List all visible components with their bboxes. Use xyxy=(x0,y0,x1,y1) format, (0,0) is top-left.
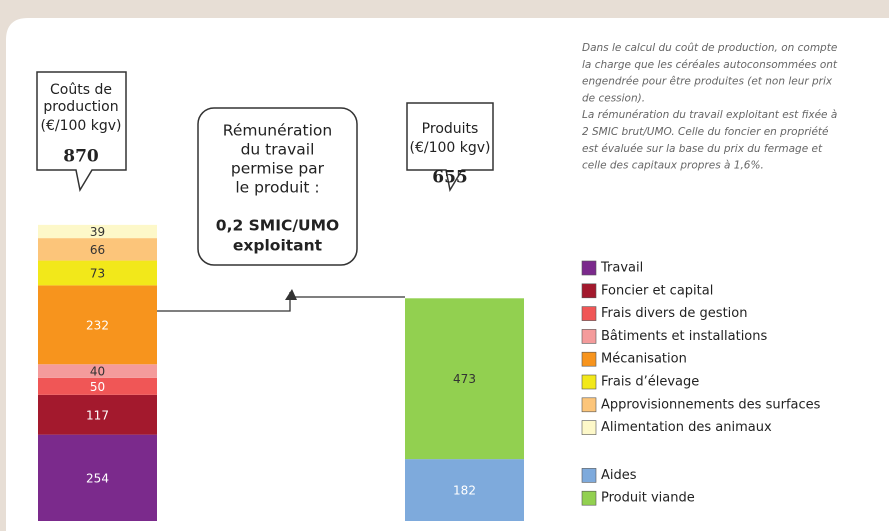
legend-swatch xyxy=(581,260,597,276)
legend-label: Bâtiments et installations xyxy=(601,329,768,344)
legend-label: Alimentation des animaux xyxy=(601,420,772,435)
bar-segment xyxy=(405,459,524,521)
callout-total: 655 xyxy=(432,168,468,188)
bar-segment xyxy=(38,224,157,239)
legend-swatch xyxy=(581,283,597,299)
legend-label: Mécanisation xyxy=(601,352,687,367)
bar-segment xyxy=(405,298,524,460)
note-line: 2 SMIC brut/UMO. Celle du foncier en pro… xyxy=(582,126,829,138)
center-text: permise par xyxy=(231,160,325,178)
note-line: La rémunération du travail exploitant es… xyxy=(582,109,837,121)
segment-label: 254 xyxy=(86,471,109,485)
bar-segment xyxy=(38,285,157,365)
segment-label: 232 xyxy=(86,318,109,332)
note-line: est évaluée sur la base du prix du ferma… xyxy=(582,143,823,155)
segment-label: 40 xyxy=(90,365,105,379)
center-text: le produit : xyxy=(235,179,319,197)
legend-swatch xyxy=(581,420,597,435)
center-bold-text: 0,2 SMIC/UMO xyxy=(216,217,339,235)
segment-label: 182 xyxy=(453,484,476,498)
legend-swatch xyxy=(581,397,597,413)
segment-label: 39 xyxy=(90,225,105,239)
legend-label: Frais divers de gestion xyxy=(601,306,747,321)
legend-label: Approvisionnements des surfaces xyxy=(601,397,821,412)
note-line: la charge que les céréales autoconsommée… xyxy=(582,59,838,71)
callout-text: (€/100 kgv) xyxy=(410,140,491,156)
connector xyxy=(157,296,405,312)
arrow-head xyxy=(285,289,297,300)
segment-label: 73 xyxy=(90,266,105,280)
callout-total: 870 xyxy=(63,147,99,167)
note-line: celle des capitaux propres à 1,6%. xyxy=(582,160,764,172)
segment-label: 117 xyxy=(86,408,109,422)
bar-segment xyxy=(38,394,157,435)
callout-text: Coûts de xyxy=(50,82,112,98)
segment-label: 50 xyxy=(90,380,105,394)
legend-label: Aides xyxy=(601,468,637,483)
center-text: Rémunération xyxy=(223,122,332,140)
segment-label: 473 xyxy=(453,372,476,386)
bar-segment xyxy=(38,260,157,286)
bar-segment xyxy=(38,364,157,378)
legend-swatch xyxy=(581,306,597,321)
note-line: de cession). xyxy=(582,92,645,104)
note-line: engendrée pour être produites (et non le… xyxy=(582,76,833,88)
legend-swatch xyxy=(581,468,597,483)
callout-text: production xyxy=(43,99,118,115)
center-text: du travail xyxy=(241,141,315,159)
callout-costs xyxy=(36,71,127,193)
note-line: Dans le calcul du coût de production, on… xyxy=(582,42,837,54)
legend-swatch xyxy=(581,374,597,390)
legend-swatch xyxy=(581,490,597,506)
callout-products xyxy=(406,102,494,193)
center-bold-text: exploitant xyxy=(233,237,323,255)
bar-segment xyxy=(38,238,157,261)
legend-label: Foncier et capital xyxy=(601,283,713,298)
legend-label: Travail xyxy=(600,261,643,276)
legend-swatch xyxy=(581,329,597,344)
bar-segment xyxy=(38,377,157,395)
legend-swatch xyxy=(581,351,597,367)
legend-label: Produit viande xyxy=(601,491,695,506)
callout-text: (€/100 kgv) xyxy=(41,118,122,134)
center-box xyxy=(197,107,358,266)
callout-text: Produits xyxy=(422,121,479,137)
legend-label: Frais d’élevage xyxy=(601,375,699,390)
segment-label: 66 xyxy=(90,243,105,257)
bar-segment xyxy=(38,434,157,521)
